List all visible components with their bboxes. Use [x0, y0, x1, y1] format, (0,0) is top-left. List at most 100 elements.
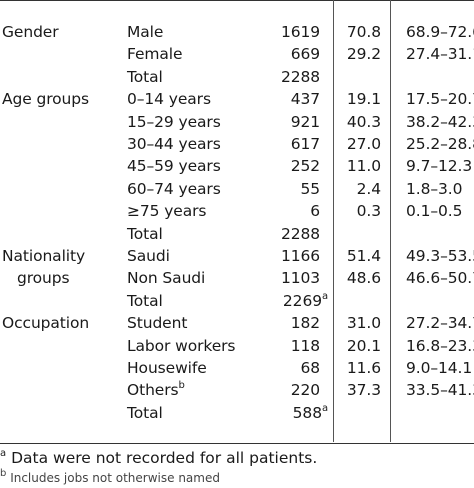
percent-value-text: 51.4 [346, 247, 381, 265]
percent-value: 70.8 [320, 21, 381, 43]
group-label: groups [17, 267, 70, 289]
percent-value: 51.4 [320, 245, 381, 267]
category-label-text: Total [127, 404, 163, 422]
percent-value-text: 31.0 [346, 314, 381, 332]
count-value: 55 [240, 178, 320, 200]
count-value-text: 669 [290, 45, 320, 63]
category-label: 15–29 years [127, 111, 221, 133]
category-label: 60–74 years [127, 178, 221, 200]
percent-value-text: 48.6 [346, 269, 381, 287]
footnote-mark: b [178, 379, 185, 391]
count-value: 1103 [240, 267, 320, 289]
percent-value: 20.1 [320, 335, 381, 357]
group-label-text: groups [17, 269, 70, 287]
percent-value: 19.1 [320, 88, 381, 110]
ci-value-text: 0.1–0.5 [406, 202, 463, 220]
percent-value-text: 20.1 [346, 337, 381, 355]
ci-value-text: 16.8–23.3 [406, 337, 474, 355]
footnote-mark: a [321, 402, 328, 414]
percent-value-text: 19.1 [346, 90, 381, 108]
count-value-text: 1619 [280, 23, 320, 41]
count-value: 588a [240, 402, 328, 424]
footnote-mark: a [321, 290, 328, 302]
footnote-a-text: Data were not recorded for all patients. [11, 449, 318, 467]
group-label: Occupation [2, 312, 89, 334]
stats-table: Gender Male 1619 70.8 68.9–72.6 Female 669 29.2… [2, 21, 474, 424]
category-label: Total [127, 402, 163, 424]
category-label: Male [127, 21, 163, 43]
count-value-text: 437 [290, 90, 320, 108]
count-value: 252 [240, 155, 320, 177]
group-label-text: Age groups [2, 90, 89, 108]
column-divider [390, 0, 391, 442]
count-value: 182 [240, 312, 320, 334]
ci-value: 68.9–72.6 [406, 21, 474, 43]
count-value-text: 118 [290, 337, 320, 355]
count-value: 669 [240, 43, 320, 65]
count-value-text: 68 [300, 359, 320, 377]
ci-value: 17.5–20.7 [406, 88, 474, 110]
percent-value-text: 40.3 [346, 113, 381, 131]
category-label: 30–44 years [127, 133, 221, 155]
category-label: Housewife [127, 357, 207, 379]
category-label: Labor workers [127, 335, 236, 357]
count-value: 6 [240, 200, 320, 222]
percent-value: 27.0 [320, 133, 381, 155]
group-label: Nationality [2, 245, 85, 267]
count-value-text: 252 [290, 157, 320, 175]
category-label-text: Non Saudi [127, 269, 206, 287]
column-divider [333, 0, 334, 442]
group-label: Age groups [2, 88, 89, 110]
count-value-text: 2269 [282, 292, 322, 310]
count-value: 68 [240, 357, 320, 379]
category-label-text: Female [127, 45, 183, 63]
ci-value-text: 9.7–12.3 [406, 157, 473, 175]
percent-value: 37.3 [320, 379, 381, 401]
count-value: 617 [240, 133, 320, 155]
percent-value-text: 0.3 [356, 202, 381, 220]
category-label: Student [127, 312, 187, 334]
count-value: 2288 [240, 223, 320, 245]
category-label-text: Saudi [127, 247, 170, 265]
category-label-text: 60–74 years [127, 180, 221, 198]
percent-value-text: 11.6 [346, 359, 381, 377]
category-label-text: Housewife [127, 359, 207, 377]
percent-value: 31.0 [320, 312, 381, 334]
category-label-text: Student [127, 314, 188, 332]
percent-value: 48.6 [320, 267, 381, 289]
group-label-text: Gender [2, 23, 59, 41]
count-value-text: 588 [292, 404, 322, 422]
ci-value-text: 46.6–50.7 [406, 269, 474, 287]
ci-value-text: 1.8–3.0 [406, 180, 463, 198]
percent-value: 0.3 [320, 200, 381, 222]
percent-value: 11.0 [320, 155, 381, 177]
category-label-text: 15–29 years [127, 113, 221, 131]
count-value-text: 220 [290, 381, 320, 399]
ci-value-text: 68.9–72.6 [406, 23, 474, 41]
ci-value-text: 38.2–42.3 [406, 113, 474, 131]
category-label: Othersb [127, 379, 185, 401]
category-label-text: 30–44 years [127, 135, 221, 153]
ci-value: 27.4–31.1 [406, 43, 474, 65]
footnote-a: a Data were not recorded for all patient… [0, 448, 317, 468]
percent-value-text: 37.3 [346, 381, 381, 399]
count-value-text: 2288 [280, 225, 320, 243]
percent-value: 2.4 [320, 178, 381, 200]
category-label: Non Saudi [127, 267, 205, 289]
category-label-text: Total [127, 68, 163, 86]
count-value-text: 182 [290, 314, 320, 332]
category-label-text: 0–14 years [127, 90, 211, 108]
count-value-text: 2288 [280, 68, 320, 86]
percent-value: 11.6 [320, 357, 381, 379]
category-label-text: 45–59 years [127, 157, 221, 175]
category-label-text: ≥75 years [127, 202, 207, 220]
category-label-text: Others [127, 381, 179, 399]
count-value-text: 6 [310, 202, 320, 220]
ci-value: 16.8–23.3 [406, 335, 474, 357]
percent-value-text: 70.8 [346, 23, 381, 41]
percent-value: 29.2 [320, 43, 381, 65]
group-label-text: Nationality [2, 247, 86, 265]
category-label: Total [127, 66, 163, 88]
count-value-text: 617 [290, 135, 320, 153]
category-label-text: Labor workers [127, 337, 236, 355]
